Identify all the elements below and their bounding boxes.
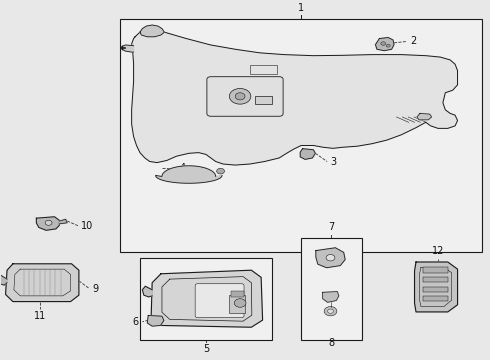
Bar (423, 296, 448, 301)
Polygon shape (300, 149, 316, 159)
Bar (301, 238, 362, 340)
Bar (121, 19, 482, 252)
Text: 6: 6 (132, 317, 139, 327)
Bar (423, 287, 448, 292)
Polygon shape (59, 219, 67, 224)
Bar (140, 258, 272, 340)
Polygon shape (36, 217, 59, 230)
Polygon shape (417, 113, 432, 120)
Text: 10: 10 (81, 221, 94, 231)
Text: 7: 7 (328, 222, 335, 232)
Polygon shape (143, 286, 152, 297)
Circle shape (386, 44, 390, 47)
Circle shape (229, 89, 251, 104)
Text: 3: 3 (330, 157, 336, 167)
Polygon shape (415, 262, 458, 312)
Polygon shape (5, 264, 79, 302)
Text: 9: 9 (92, 284, 98, 294)
Text: 8: 8 (328, 338, 335, 348)
Polygon shape (122, 45, 134, 52)
Text: 12: 12 (432, 246, 444, 256)
Polygon shape (140, 25, 164, 37)
Polygon shape (323, 292, 339, 302)
Circle shape (324, 307, 337, 316)
Polygon shape (132, 28, 458, 165)
FancyBboxPatch shape (207, 77, 283, 116)
Polygon shape (316, 248, 345, 268)
Polygon shape (0, 274, 7, 285)
Circle shape (326, 255, 335, 261)
Text: 11: 11 (34, 311, 46, 321)
Bar (423, 267, 448, 273)
Circle shape (234, 299, 246, 307)
Circle shape (328, 309, 333, 313)
Text: 5: 5 (203, 344, 209, 354)
Polygon shape (151, 270, 263, 327)
Polygon shape (147, 315, 164, 326)
Bar (423, 277, 448, 282)
Text: 1: 1 (298, 3, 304, 13)
Bar (229, 295, 245, 313)
Circle shape (217, 168, 224, 174)
FancyBboxPatch shape (195, 284, 244, 318)
Circle shape (45, 220, 52, 225)
Polygon shape (375, 37, 394, 51)
Text: 4: 4 (179, 163, 185, 172)
Polygon shape (156, 166, 222, 183)
Bar (250, 65, 277, 74)
Circle shape (235, 93, 245, 100)
Bar (255, 96, 272, 104)
Bar (231, 291, 244, 297)
Text: 2: 2 (410, 36, 416, 46)
Circle shape (381, 42, 386, 45)
